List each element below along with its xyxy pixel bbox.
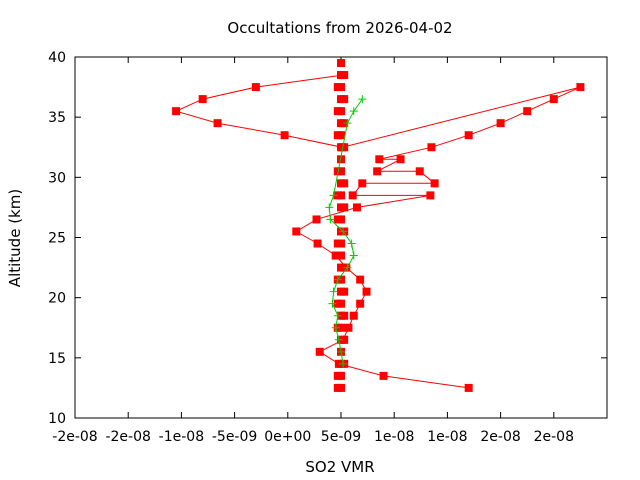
data-point [496,119,505,128]
data-point [348,191,357,200]
data-point [329,287,338,296]
data-point [373,167,382,176]
x-tick-label: -2e-08 [105,429,150,445]
data-point [379,371,388,380]
x-axis-label: SO2 VMR [305,458,374,476]
data-point [251,83,260,92]
y-tick-label: 35 [48,110,66,126]
data-point [347,239,356,248]
x-tick-label: 2e-08 [480,429,520,445]
data-point [523,107,532,116]
data-point [337,347,345,356]
x-tick-label: 1e-08 [374,429,414,445]
data-point [337,59,345,68]
data-point [352,203,361,212]
data-point [349,107,358,116]
x-tick-label: -2e-08 [52,429,97,445]
y-tick-label: 15 [48,351,66,367]
x-tick-label: 0e+00 [264,429,311,445]
data-point [213,119,222,128]
data-point [315,347,324,356]
data-point [325,203,334,212]
data-point [427,143,436,152]
data-point [333,371,342,380]
y-tick-label: 30 [48,170,66,186]
data-point [415,167,424,176]
data-point [340,335,349,344]
data-point [333,299,342,308]
x-tick-label: 5e-09 [321,429,361,445]
data-point [340,203,349,212]
data-point [358,95,367,104]
data-point [358,179,367,188]
data-point [333,311,342,320]
series-line [328,98,363,364]
series-1 [325,95,367,368]
data-point [343,119,352,128]
data-point [340,179,349,188]
data-point [334,335,343,344]
data-point [333,107,342,116]
data-point [331,323,340,332]
data-point [292,227,301,236]
data-point [337,251,345,260]
data-point [340,95,349,104]
data-point [430,179,439,188]
data-point [312,215,321,224]
y-tick-label: 40 [48,50,66,66]
data-point [340,71,349,80]
data-point [313,239,322,248]
data-point [549,95,558,104]
data-point [340,311,349,320]
x-axis: -2e-08 -2e-08 -1e-08 -5e-09 0e+00 5e-09 1e-08 1… [52,57,608,445]
data-point [333,83,342,92]
y-axis-label: Altitude (km) [6,189,24,287]
y-tick-label: 10 [48,411,66,427]
data-point [339,227,348,236]
y-tick-label: 20 [48,291,66,307]
x-tick-label: 2e-08 [534,429,574,445]
series-0 [172,59,585,392]
data-point [344,323,353,332]
data-point [333,239,342,248]
data-point [333,275,342,284]
data-point [576,83,585,92]
data-point [464,131,473,140]
data-point [328,299,337,308]
data-point [343,263,352,272]
data-point [339,359,348,368]
data-point [340,143,349,152]
data-point [333,131,342,140]
data-point [333,215,342,224]
series-layer [172,59,585,392]
data-point [172,107,181,116]
data-point [349,311,358,320]
data-point [198,95,207,104]
data-point [333,383,342,392]
data-point [362,287,371,296]
data-point [356,299,365,308]
series-line [174,74,581,389]
data-point [329,191,338,200]
y-axis: 10 15 20 25 30 35 40 [48,50,607,427]
data-point [349,251,358,260]
data-point [280,131,289,140]
x-tick-label: -1e-08 [159,429,204,445]
data-point [464,383,473,392]
data-point [326,215,335,224]
x-tick-label: 1e-08 [427,429,467,445]
x-tick-label: -5e-09 [212,429,257,445]
data-point [396,155,405,164]
data-point [426,191,435,200]
data-point [340,287,349,296]
data-point [375,155,384,164]
data-point [333,191,342,200]
chart-title: Occultations from 2026-04-02 [227,19,452,37]
data-point [331,251,340,260]
y-tick-label: 25 [48,231,66,247]
data-point [356,275,365,284]
